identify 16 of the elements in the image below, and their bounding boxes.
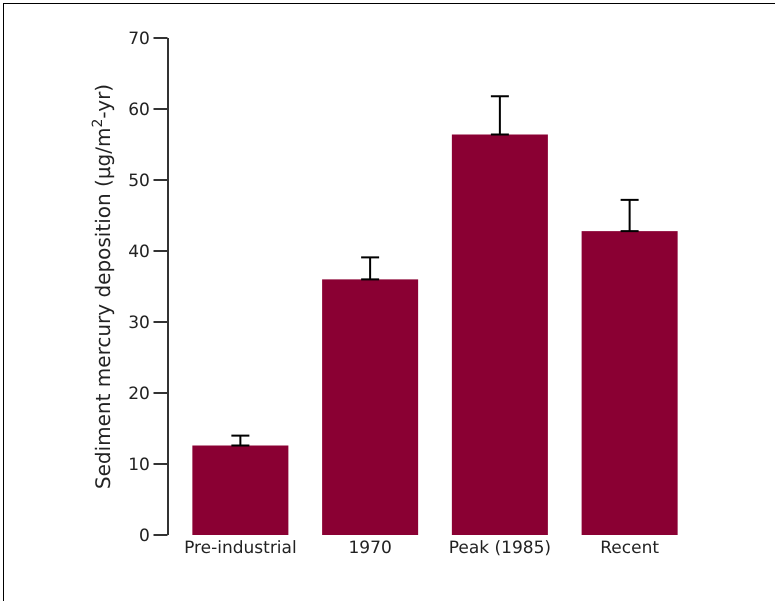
y-tick-label: 50 bbox=[128, 170, 150, 191]
bar bbox=[322, 279, 418, 535]
x-tick-label: Pre-industrial bbox=[184, 538, 297, 558]
bar bbox=[192, 446, 288, 535]
x-tick-label: 1970 bbox=[348, 538, 392, 558]
y-tick-label: 10 bbox=[128, 454, 150, 475]
y-tick-label: 40 bbox=[128, 242, 150, 262]
y-tick-label: 0 bbox=[139, 526, 150, 546]
x-tick-label: Recent bbox=[600, 538, 660, 558]
y-tick-label: 60 bbox=[128, 100, 150, 120]
y-tick-label: 70 bbox=[128, 28, 150, 49]
bar bbox=[452, 134, 548, 535]
y-tick-label: 20 bbox=[128, 384, 150, 404]
x-tick-label: Peak (1985) bbox=[448, 538, 552, 558]
y-tick-label: 30 bbox=[128, 312, 150, 333]
bar bbox=[582, 231, 678, 535]
